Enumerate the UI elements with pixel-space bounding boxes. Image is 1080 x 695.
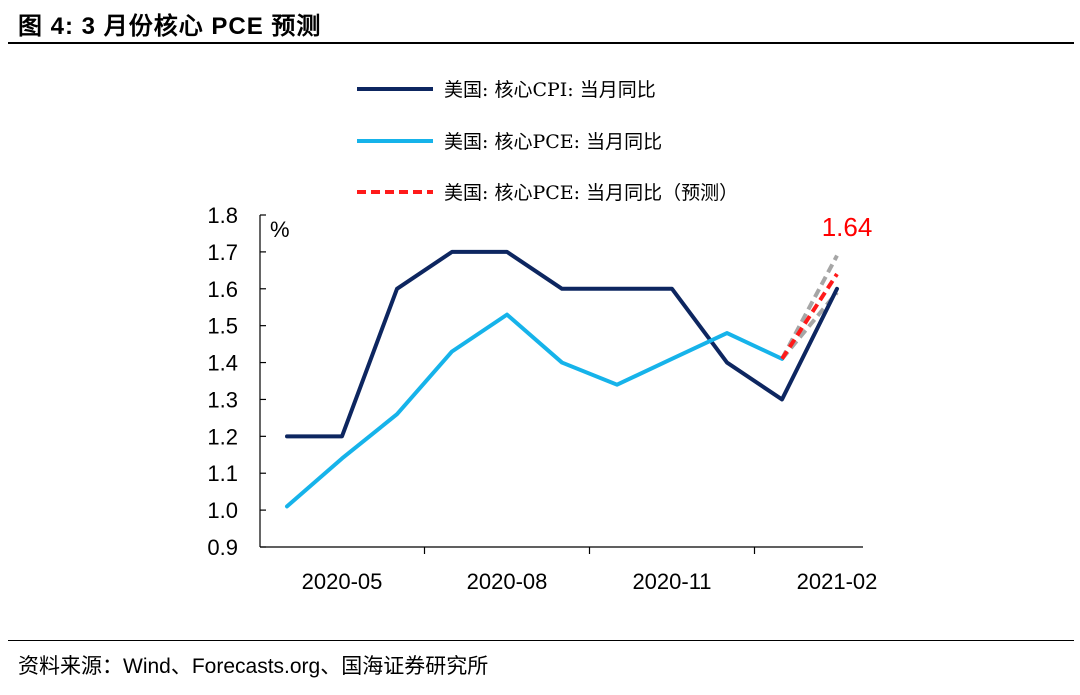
legend-label-3: 美国: 核心PCE: 当月同比（预测） [444,182,738,204]
x-tick-label: 2021-02 [797,569,878,594]
series-line-3 [780,272,839,360]
y-tick-label: 1.2 [207,424,238,449]
y-tick-label: 1.4 [207,351,238,376]
forecast-value-label: 1.64 [822,212,873,242]
y-tick-label: 1.0 [207,498,238,523]
y-tick-label: 1.7 [207,240,238,265]
y-tick-label: 0.9 [207,535,238,560]
title-divider [8,42,1074,44]
legend-label-1: 美国: 核心CPI: 当月同比 [444,79,656,101]
series-line-1 [285,249,839,439]
figure-title: 图 4: 3 月份核心 PCE 预测 [18,13,322,40]
series-lines [285,249,839,509]
y-tick-label: 1.3 [207,387,238,412]
y-axis-unit: % [270,217,290,242]
x-tick-label: 2020-11 [632,569,711,594]
source-divider [8,640,1074,641]
y-tick-label: 1.5 [207,314,238,339]
series-line-2 [285,312,784,509]
source-note: 资料来源：Wind、Forecasts.org、国海证券研究所 [18,655,489,678]
y-tick-label: 1.6 [207,277,238,302]
x-tick-label: 2020-08 [467,569,548,594]
legend-label-2: 美国: 核心PCE: 当月同比 [444,131,662,153]
y-tick-label: 1.8 [207,203,238,228]
x-tick-label: 2020-05 [302,569,383,594]
chart-axes: 1.8 1.7 1.6 1.5 1.4 1.3 1.2 1.1 1.0 0.9 2020-05 202… [207,203,877,594]
chart-annotations: 1.64 [822,212,873,242]
y-tick-label: 1.1 [207,461,238,486]
